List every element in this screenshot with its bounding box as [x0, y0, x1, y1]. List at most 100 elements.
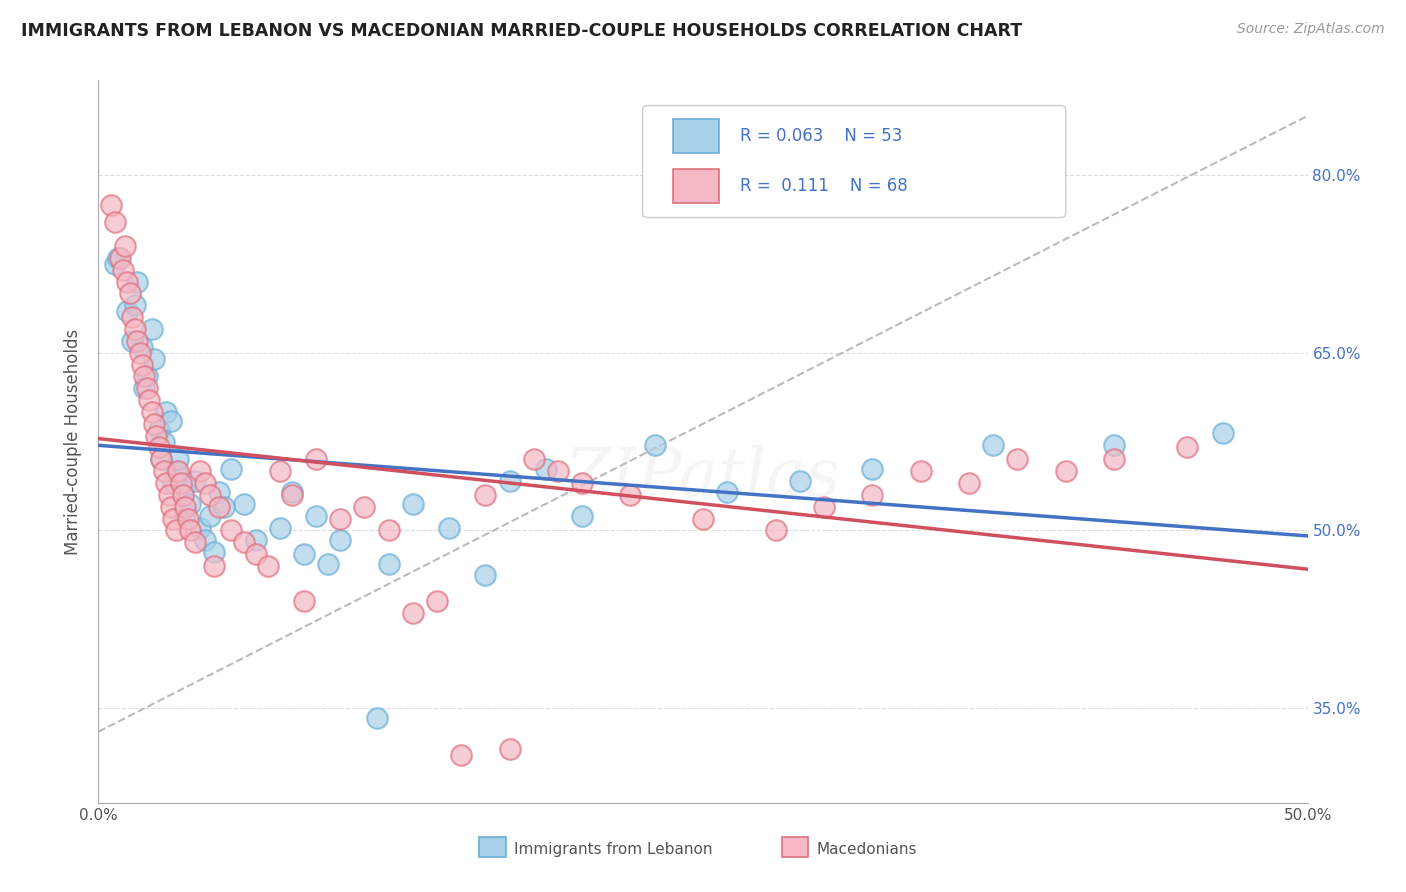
Point [1175, 441, 1198, 455]
Point [534, 462, 557, 476]
Point [165, 464, 187, 478]
Point [377, 524, 399, 538]
Point [134, 381, 156, 395]
Point [162, 511, 184, 525]
Point [134, 369, 156, 384]
Point [152, 464, 174, 478]
Point [547, 464, 569, 478]
Point [1102, 452, 1125, 467]
Point [150, 452, 173, 467]
Point [114, 239, 136, 253]
Point [329, 533, 352, 547]
Point [172, 488, 194, 502]
Point [981, 438, 1004, 452]
Point [329, 511, 352, 525]
Point [135, 381, 157, 395]
Text: R =  0.111    N = 68: R = 0.111 N = 68 [741, 178, 908, 195]
Text: Immigrants from Lebanon: Immigrants from Lebanon [515, 842, 713, 857]
Point [1212, 426, 1234, 441]
Point [269, 464, 291, 478]
Point [402, 607, 425, 621]
Point [157, 488, 180, 502]
Point [232, 497, 254, 511]
Point [305, 452, 328, 467]
Point [111, 262, 134, 277]
Point [245, 547, 267, 561]
Point [204, 544, 226, 558]
Point [104, 257, 127, 271]
Point [619, 488, 641, 502]
Point [377, 557, 399, 571]
FancyBboxPatch shape [782, 837, 808, 857]
Y-axis label: Married-couple Households: Married-couple Households [63, 328, 82, 555]
Point [108, 251, 131, 265]
Point [221, 462, 243, 476]
Point [127, 334, 149, 348]
Point [269, 521, 291, 535]
Point [571, 475, 593, 490]
Point [184, 474, 207, 488]
Point [474, 488, 496, 502]
Point [644, 438, 666, 452]
Point [155, 405, 177, 419]
Point [316, 557, 339, 571]
Point [860, 462, 883, 476]
Point [232, 535, 254, 549]
Point [131, 358, 153, 372]
Point [188, 464, 211, 478]
Point [160, 414, 183, 428]
Point [910, 464, 932, 478]
Point [179, 524, 201, 538]
Point [402, 497, 425, 511]
Point [128, 345, 150, 359]
Point [221, 524, 243, 538]
Point [188, 521, 211, 535]
FancyBboxPatch shape [673, 119, 718, 153]
Point [138, 393, 160, 408]
Text: IMMIGRANTS FROM LEBANON VS MACEDONIAN MARRIED-COUPLE HOUSEHOLDS CORRELATION CHAR: IMMIGRANTS FROM LEBANON VS MACEDONIAN MA… [21, 22, 1022, 40]
Point [1054, 464, 1077, 478]
Point [131, 340, 153, 354]
Point [204, 558, 226, 573]
Point [160, 500, 183, 514]
Point [145, 428, 167, 442]
Point [117, 304, 139, 318]
Point [765, 524, 787, 538]
Point [353, 500, 375, 514]
Point [281, 485, 304, 500]
Point [174, 500, 197, 514]
Point [169, 475, 191, 490]
Point [194, 475, 217, 490]
Point [292, 594, 315, 608]
Point [143, 351, 166, 366]
Point [208, 485, 231, 500]
Point [450, 748, 472, 763]
Point [118, 286, 141, 301]
Point [1102, 438, 1125, 452]
Point [498, 474, 520, 488]
Point [162, 475, 184, 490]
Point [957, 475, 980, 490]
Point [127, 275, 149, 289]
Text: R = 0.063    N = 53: R = 0.063 N = 53 [741, 127, 903, 145]
Point [150, 452, 173, 467]
Point [716, 485, 738, 500]
Point [198, 509, 221, 524]
Point [165, 524, 187, 538]
Point [121, 310, 143, 325]
Point [152, 434, 174, 449]
Point [148, 423, 170, 437]
Point [167, 464, 190, 478]
Point [208, 500, 231, 514]
Point [1007, 452, 1029, 467]
Point [177, 511, 200, 525]
Point [124, 298, 146, 312]
Point [692, 511, 714, 525]
Point [179, 497, 201, 511]
Point [148, 441, 170, 455]
Point [437, 521, 460, 535]
Point [198, 488, 221, 502]
Point [281, 488, 304, 502]
Point [172, 482, 194, 496]
Point [141, 322, 163, 336]
